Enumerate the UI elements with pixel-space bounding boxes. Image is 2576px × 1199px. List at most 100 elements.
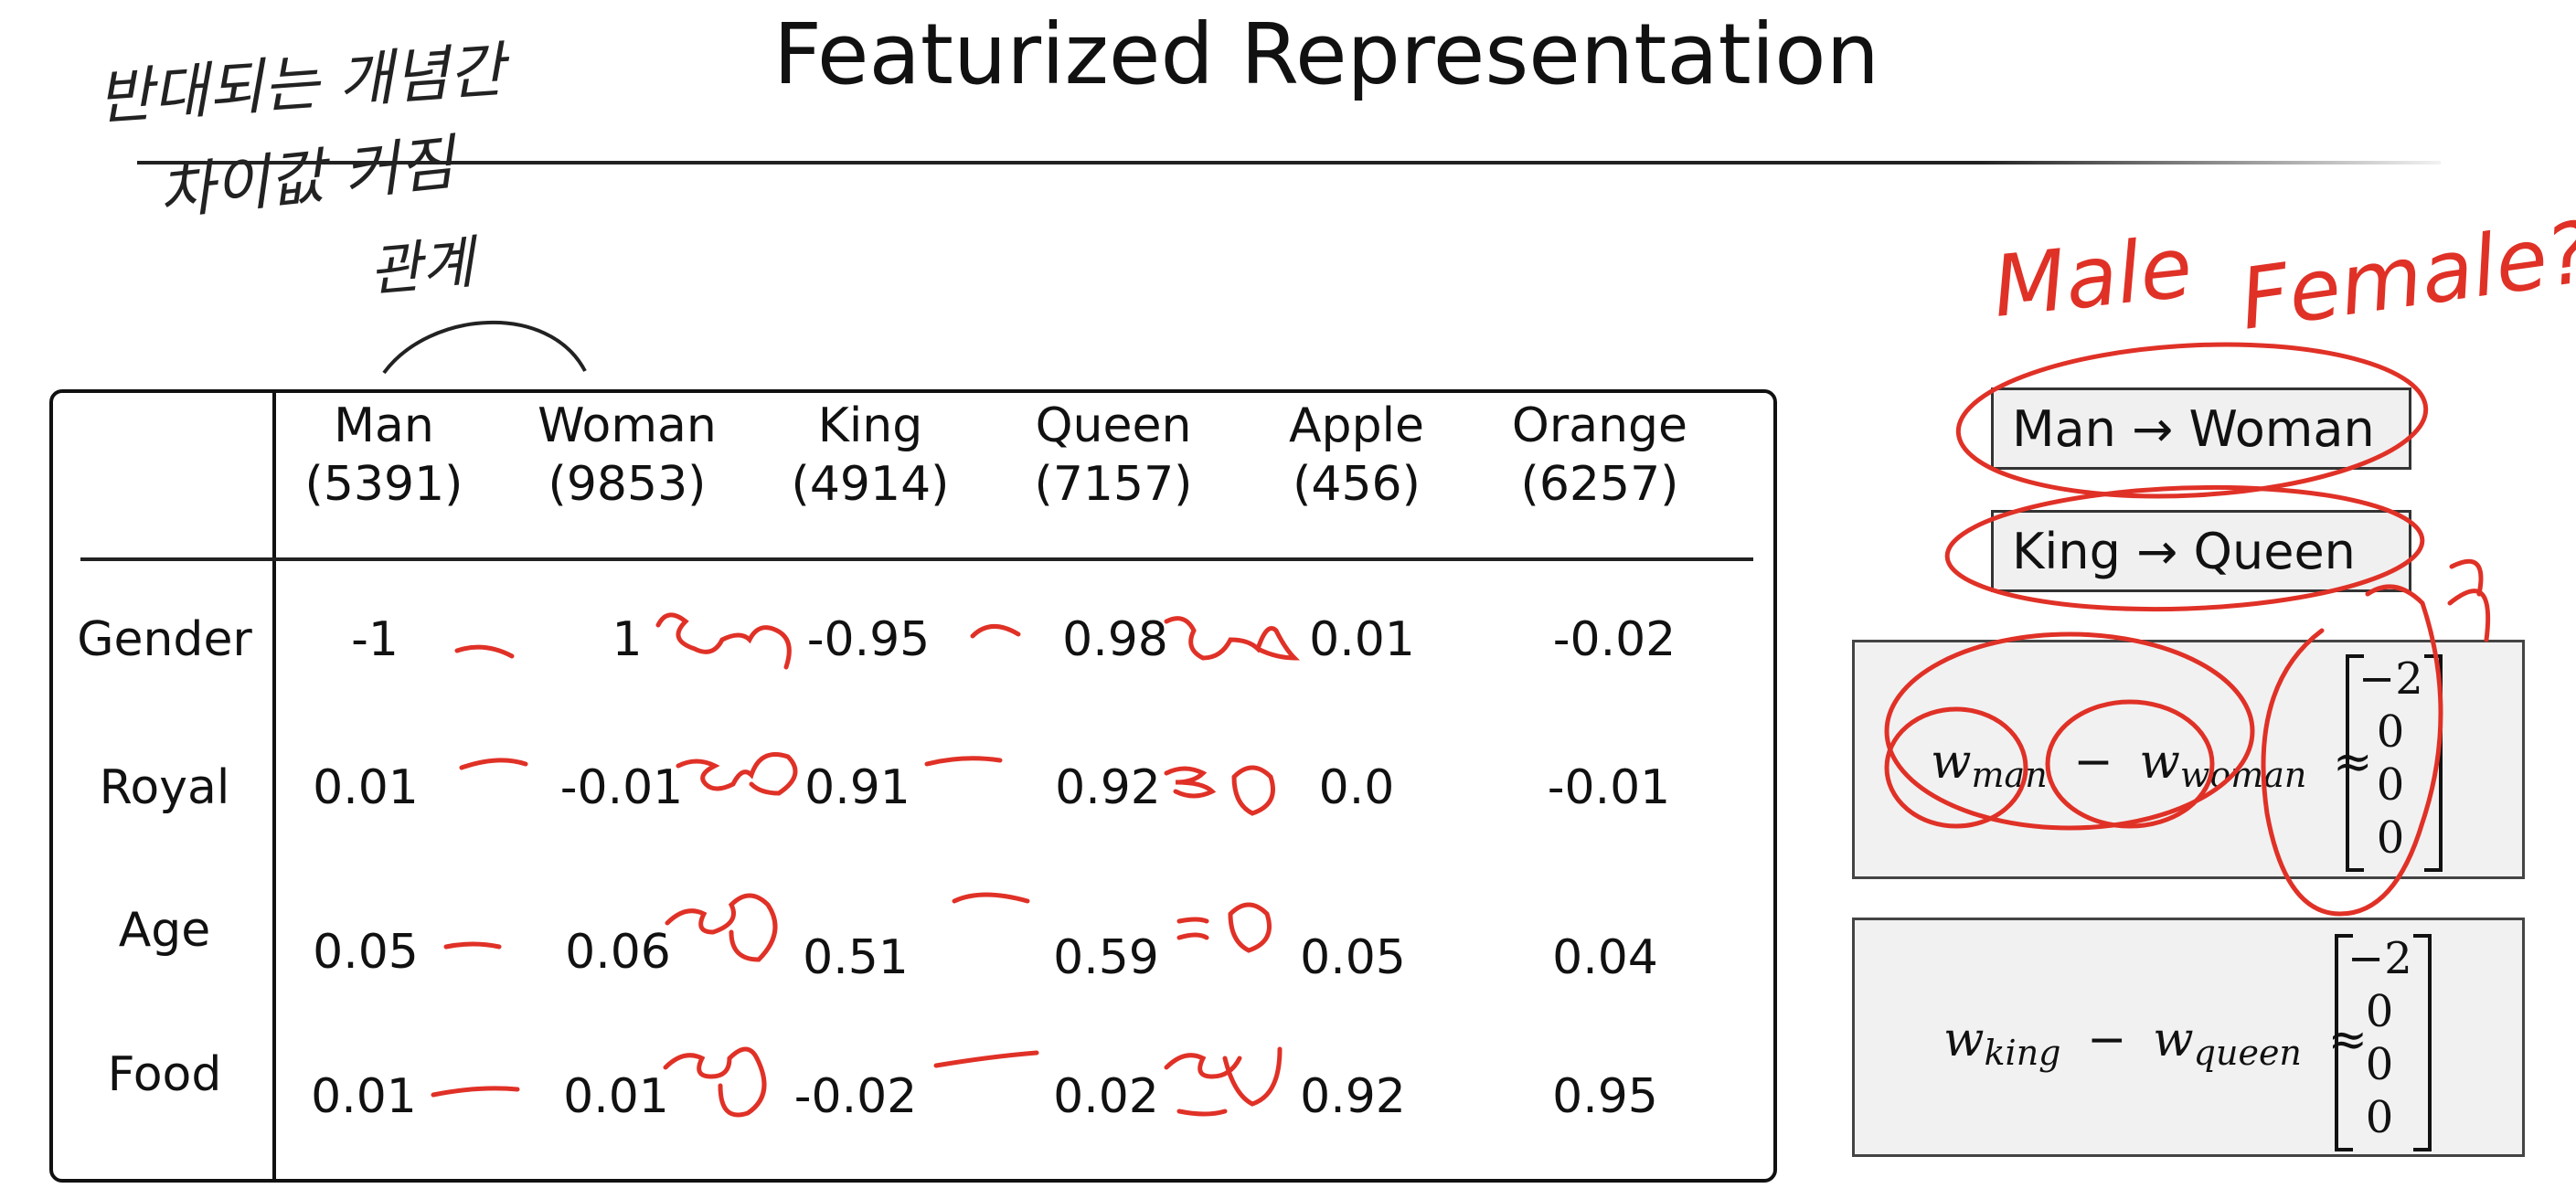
cell-gender-queen: 0.98: [1062, 612, 1168, 667]
column-header-queen: Queen (7157): [1004, 397, 1223, 514]
vector-bracket-right: [2413, 934, 2432, 1151]
vector-entry: 0: [2365, 1039, 2394, 1090]
cell-gender-king: -0.95: [806, 612, 931, 667]
red-ink-marks: [431, 342, 2491, 1118]
cell-age-man: 0.05: [313, 925, 419, 980]
column-index: (7157): [1034, 457, 1193, 512]
cell-royal-apple: 0.0: [1318, 760, 1395, 815]
vector-man-woman: −2 0 0 0: [2358, 653, 2423, 865]
dash-mark: [952, 892, 1030, 904]
cell-gender-orange: -0.02: [1552, 612, 1677, 667]
cell-food-man: 0.01: [311, 1069, 417, 1124]
column-word: Woman: [538, 398, 717, 453]
cell-age-orange: 0.04: [1552, 930, 1658, 985]
column-word: Orange: [1511, 398, 1688, 453]
circle-mark: [1884, 706, 2028, 829]
squiggle-mark: [663, 1046, 767, 1118]
column-header-woman: Woman (9853): [517, 397, 737, 514]
cell-food-queen: 0.02: [1053, 1069, 1159, 1124]
column-header-orange: Orange (6257): [1490, 397, 1709, 514]
cell-royal-woman: -0.01: [559, 760, 684, 815]
title-underline: [137, 161, 2441, 164]
dash-mark: [970, 624, 1021, 639]
red-ink-notes: Male Female?: [1988, 203, 2576, 349]
cell-food-king: -0.02: [793, 1069, 918, 1124]
column-index: (456): [1293, 457, 1421, 512]
cell-food-apple: 0.92: [1300, 1069, 1406, 1124]
column-header-apple: Apple (456): [1247, 397, 1466, 514]
cell-age-apple: 0.05: [1300, 930, 1406, 985]
column-word: Apple: [1288, 398, 1425, 453]
column-index: (6257): [1520, 457, 1679, 512]
dash-mark: [443, 941, 502, 950]
squiggle-mark: [1176, 902, 1272, 953]
squiggle-mark: [665, 893, 778, 962]
column-header-man: Man (5391): [274, 397, 494, 514]
korean-note-line3: 관계: [367, 228, 483, 304]
w-subscript-queen: queen: [2193, 1033, 2302, 1073]
cell-food-woman: 0.01: [563, 1069, 669, 1124]
minus-sign: −: [2087, 1013, 2127, 1067]
column-index: (4914): [791, 457, 950, 512]
dash-mark: [933, 1050, 1039, 1068]
approx-sign: ≈: [2332, 735, 2373, 790]
cell-gender-man: -1: [351, 612, 399, 667]
equation-king-queen: wking − wqueen ≈: [1943, 1013, 2368, 1073]
vector-entry: −2: [2358, 653, 2423, 705]
cell-age-queen: 0.59: [1053, 930, 1159, 985]
vector-entry: 0: [2376, 812, 2405, 864]
row-label-age: Age: [118, 903, 211, 958]
male-note: Male: [1988, 218, 2197, 336]
column-word: Queen: [1035, 398, 1192, 453]
squiggle-mark: [676, 752, 798, 796]
arrow-mark: [2447, 558, 2491, 642]
equation-man-woman: wman − wwoman ≈: [1931, 735, 2373, 795]
circle-mark: [1944, 484, 2425, 612]
w-symbol: w: [2153, 1013, 2194, 1067]
black-ink-notes: 반대되는 개념간 차이값 커짐 관계: [95, 35, 514, 304]
vector-bracket-right: [2424, 654, 2443, 872]
analogy-king-queen: King → Queen: [1991, 510, 2411, 592]
column-word: King: [817, 398, 923, 453]
row-label-gender: Gender: [77, 612, 252, 667]
vector-bracket-left: [2335, 934, 2353, 1151]
column-index: (5391): [304, 457, 463, 512]
cell-gender-woman: 1: [612, 612, 643, 667]
equation-box-man-woman: [1852, 640, 2525, 879]
korean-note-line1: 반대되는 개념간: [95, 35, 514, 133]
dash-mark: [454, 644, 515, 659]
analogy-man-woman: Man → Woman: [1991, 387, 2411, 470]
vector-entry: 0: [2365, 1092, 2394, 1143]
cell-royal-orange: -0.01: [1547, 760, 1671, 815]
slide-title: Featurized Representation: [773, 5, 1879, 103]
w-subscript-man: man: [1971, 755, 2048, 795]
cell-royal-man: 0.01: [313, 760, 419, 815]
column-word: Man: [334, 398, 434, 453]
minus-sign: −: [2073, 735, 2113, 790]
squiggle-mark: [1164, 765, 1275, 816]
dash-mark: [431, 1086, 520, 1098]
w-symbol: w: [2139, 735, 2180, 790]
squiggle-mark: [655, 612, 792, 670]
row-label-food: Food: [107, 1047, 222, 1102]
dash-mark: [924, 756, 1003, 767]
vector-bracket-left: [2346, 654, 2364, 872]
female-note: Female?: [2234, 203, 2576, 349]
cell-age-woman: 0.06: [565, 925, 671, 980]
table-header-divider: [80, 557, 1753, 561]
vector-entry: −2: [2347, 933, 2412, 984]
relation-arc: [382, 321, 587, 375]
cell-age-king: 0.51: [803, 930, 909, 985]
circle-mark: [2045, 699, 2215, 829]
dash-mark: [459, 758, 528, 770]
vector-entry: 0: [2376, 706, 2405, 758]
circle-mark: [2261, 584, 2443, 917]
equation-box-king-queen: [1852, 918, 2525, 1157]
circle-mark: [1955, 342, 2429, 499]
circle-mark: [1884, 631, 2255, 831]
korean-note-line2: 차이값 커짐: [155, 127, 463, 228]
w-subscript-king: king: [1984, 1033, 2061, 1073]
squiggle-mark: [1164, 616, 1301, 661]
cell-royal-king: 0.91: [804, 760, 910, 815]
